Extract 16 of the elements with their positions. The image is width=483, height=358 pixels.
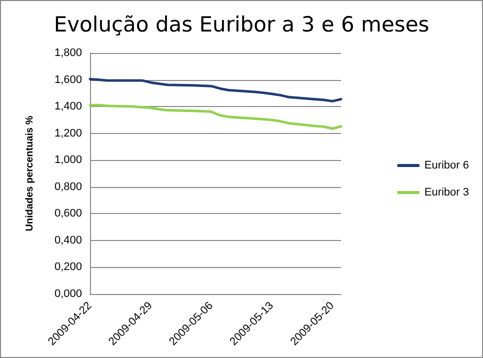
line-series <box>88 78 342 102</box>
line-series <box>88 104 342 130</box>
y-tick-label: 1,000 <box>54 154 82 166</box>
legend-label: Euribor 6 <box>424 160 470 172</box>
y-tick-label: 1,400 <box>54 100 82 113</box>
y-tick-label: 0,400 <box>54 234 82 246</box>
y-axis-title: Unidades percentuais % <box>24 116 36 232</box>
y-tick-label: 0,000 <box>54 288 82 300</box>
legend-label: Euribor 3 <box>424 186 470 198</box>
y-tick-label: 1,200 <box>54 127 82 140</box>
y-tick-label: 1,800 <box>54 47 82 59</box>
y-tick-label: 0,200 <box>54 261 82 274</box>
y-tick-label: 0,800 <box>54 180 82 193</box>
chart-title: Evolução das Euribor a 3 e 6 meses <box>54 12 430 36</box>
y-tick-label: 0,600 <box>54 208 82 220</box>
y-tick-label: 1,600 <box>54 74 82 86</box>
